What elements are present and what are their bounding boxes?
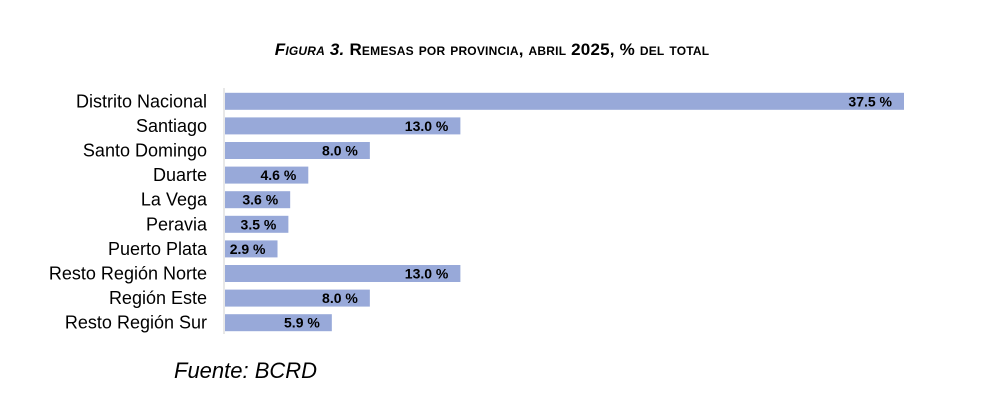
category-label: Distrito Nacional (76, 91, 207, 111)
category-label: Duarte (153, 165, 207, 185)
data-label: 3.6 % (242, 192, 278, 208)
data-label: 13.0 % (405, 118, 449, 134)
data-label: 13.0 % (405, 266, 449, 282)
bar (225, 289, 370, 307)
bar (225, 142, 370, 159)
data-label: 4.6 % (260, 167, 296, 183)
data-label: 3.5 % (241, 216, 277, 232)
data-label: 5.9 % (284, 315, 320, 331)
category-label: Santo Domingo (83, 141, 207, 161)
category-label: Santiago (136, 116, 207, 136)
bar (225, 117, 461, 135)
category-label: Resto Región Sur (65, 313, 207, 333)
data-label: 37.5 % (848, 93, 892, 109)
chart-title-text: Remesas por provincia, abril 2025, % del… (349, 40, 710, 59)
bar (225, 92, 904, 110)
bar (225, 191, 291, 209)
bar (225, 215, 289, 233)
data-label: 8.0 % (322, 143, 358, 159)
bars-layer: Distrito Nacional 37.5 % Santiago 13.0 % San… (49, 91, 904, 333)
category-label: Resto Región Norte (49, 264, 207, 284)
data-label: 2.9 % (230, 241, 266, 257)
bar (225, 166, 309, 184)
bar (225, 314, 332, 332)
category-label: La Vega (141, 190, 208, 210)
category-label: Región Este (109, 288, 207, 308)
category-label: Puerto Plata (108, 239, 208, 259)
bar (225, 265, 461, 282)
category-label: Peravia (146, 214, 208, 234)
chart-title: Figura 3. Remesas por provincia, abril 2… (0, 40, 984, 60)
chart-title-prefix: Figura 3. (274, 40, 345, 59)
data-label: 8.0 % (322, 290, 358, 306)
bar (225, 240, 278, 258)
source-note: Fuente: BCRD (174, 358, 318, 383)
